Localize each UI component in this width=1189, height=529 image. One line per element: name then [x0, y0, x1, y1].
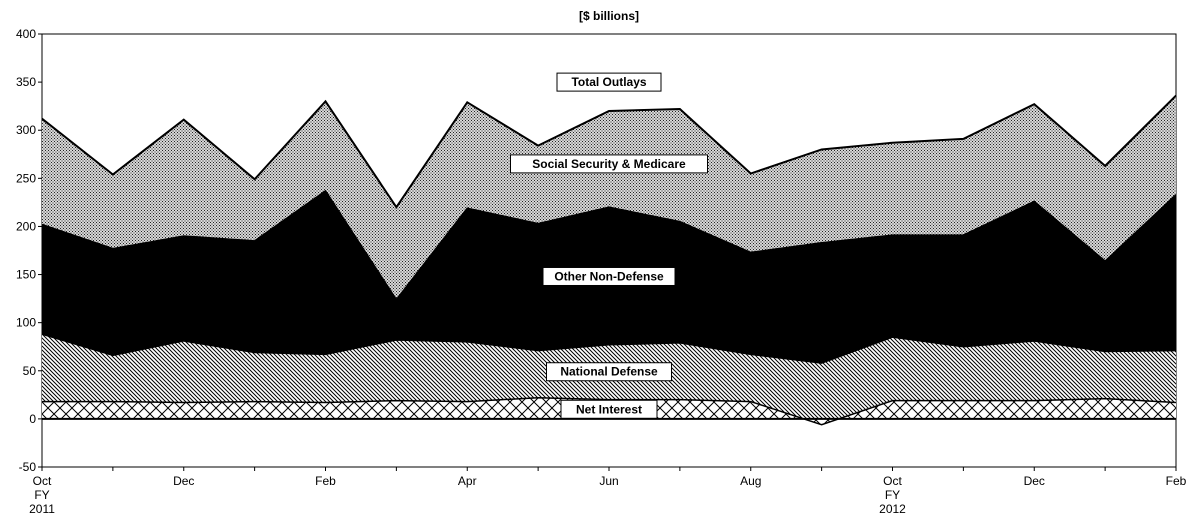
y-tick-label: 300: [16, 123, 36, 137]
total-outlays-label: Total Outlays: [556, 72, 662, 92]
x-tick-label: FY: [34, 488, 49, 502]
other-non-defense-label: Other Non-Defense: [542, 266, 676, 286]
x-tick-label: Aug: [740, 474, 761, 488]
national-defense-line: [41, 333, 1177, 364]
net-interest-line: [42, 396, 1177, 426]
y-tick-label: 350: [16, 75, 36, 89]
social-security-medicare-label-text: Social Security & Medicare: [532, 157, 686, 171]
x-tick-label: 2011: [29, 502, 55, 516]
x-tick-label: Oct: [883, 474, 902, 488]
y-tick-label: 150: [16, 268, 36, 282]
net-interest-label-text: Net Interest: [576, 402, 642, 416]
national-defense-label-text: National Defense: [560, 365, 658, 379]
social-security-medicare-label: Social Security & Medicare: [510, 154, 708, 174]
x-tick-label: Jun: [599, 474, 618, 488]
national-defense-label: National Defense: [546, 362, 672, 382]
x-tick-label: Feb: [1166, 474, 1187, 488]
net-interest-label: Net Interest: [560, 399, 658, 419]
x-tick-label: 2012: [879, 502, 906, 516]
social-security-medicare-line: [41, 94, 1177, 209]
x-tick-label: Apr: [458, 474, 477, 488]
x-tick-label: FY: [885, 488, 900, 502]
y-tick-label: 200: [16, 219, 36, 233]
y-tick-label: 100: [16, 316, 36, 330]
x-tick-label: Oct: [33, 474, 52, 488]
total-outlays-label-text: Total Outlays: [571, 75, 646, 89]
chart-title: [$ billions]: [579, 9, 639, 23]
y-tick-label: 50: [23, 364, 37, 378]
other-non-defense-line: [41, 189, 1177, 301]
x-tick-label: Feb: [315, 474, 336, 488]
x-tick-label: Dec: [1024, 474, 1045, 488]
x-tick-label: Dec: [173, 474, 194, 488]
y-tick-label: -50: [19, 460, 37, 474]
y-axis: -50 0 50 100 150 200 250 300 350 400: [16, 27, 42, 474]
layer-labels: Total Outlays Social Security & Medicare O…: [510, 72, 708, 419]
y-tick-label: 400: [16, 27, 36, 41]
y-tick-label: 250: [16, 171, 36, 185]
y-tick-label: 0: [29, 412, 36, 426]
other-non-defense-label-text: Other Non-Defense: [554, 269, 664, 283]
